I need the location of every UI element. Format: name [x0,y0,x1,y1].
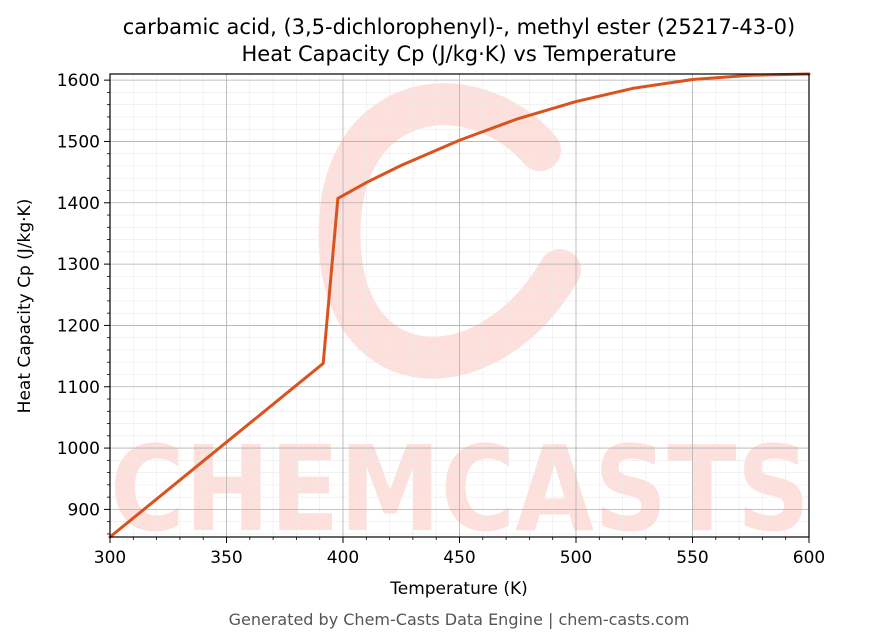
chart-title-line1: carbamic acid, (3,5-dichlorophenyl)-, me… [123,15,795,39]
y-axis-label: Heat Capacity Cp (J/kg·K) [15,199,35,414]
y-tick-label: 1300 [57,255,100,275]
x-tick-label: 350 [210,548,242,568]
y-tick-label: 1400 [57,194,100,214]
y-tick-label: 1200 [57,316,100,336]
y-tick-label: 1000 [57,439,100,459]
x-axis-label: Temperature (K) [389,579,528,599]
grid-major [109,74,810,537]
x-tick-label: 550 [676,548,708,568]
footer-credit: Generated by Chem-Casts Data Engine | ch… [229,610,690,629]
x-tick-label: 500 [560,548,592,568]
y-tick-label: 1600 [57,71,100,91]
x-tick-label: 600 [793,548,825,568]
x-tick-label: 400 [327,548,359,568]
series-layer [108,72,811,539]
x-tick-label: 300 [94,548,126,568]
x-tick-label: 450 [443,548,475,568]
watermark-c-logo [318,83,581,379]
chart-title-line2: Heat Capacity Cp (J/kg·K) vs Temperature [242,42,677,66]
series-line [108,72,811,539]
ticks: 300 350 400 450 500 550 600 900 1000 1100 1200 1300… [57,71,825,568]
y-tick-label: 1100 [57,378,100,398]
watermark: CHEMCASTS [110,83,810,558]
y-tick-label: 1500 [57,132,100,152]
y-tick-label: 900 [68,500,100,520]
